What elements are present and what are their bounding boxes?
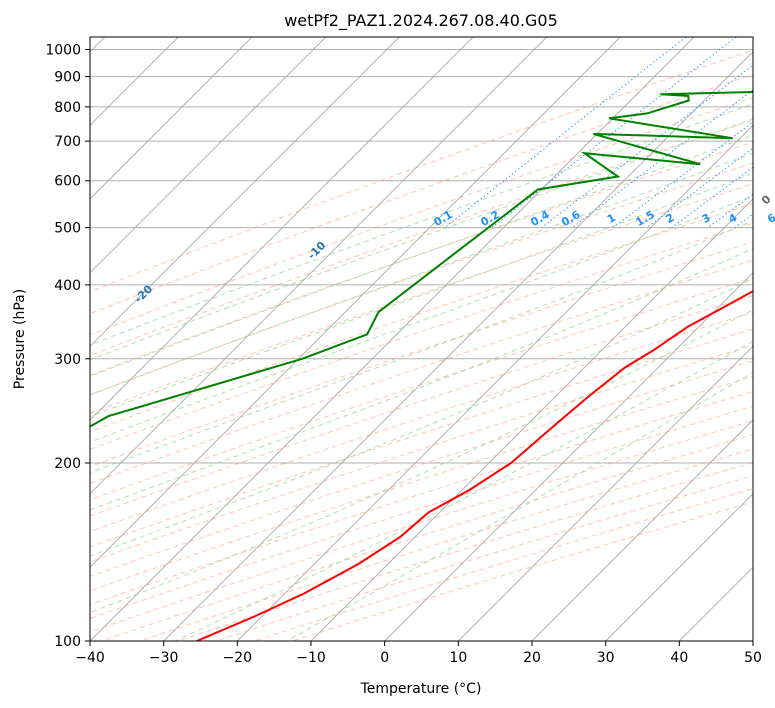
x-tick-label: 30 bbox=[597, 650, 615, 666]
moist-adiabat-line bbox=[90, 195, 753, 443]
isotherm-line bbox=[752, 640, 753, 641]
y-tick-label: 300 bbox=[54, 352, 81, 368]
x-tick-label: −40 bbox=[75, 650, 105, 666]
y-tick-label: 400 bbox=[54, 278, 81, 294]
temperature-profile bbox=[196, 290, 753, 641]
x-tick-label: 10 bbox=[449, 650, 467, 666]
dry-adiabat-line bbox=[90, 97, 753, 336]
moist-adiabat-line bbox=[90, 118, 753, 361]
dry-adiabat-label: -20 bbox=[132, 282, 155, 305]
dry-adiabat-line bbox=[90, 73, 753, 315]
y-tick-label: 700 bbox=[54, 134, 81, 150]
dry-adiabat-line bbox=[90, 311, 753, 533]
isotherm-line bbox=[163, 50, 753, 641]
isotherm-line bbox=[90, 37, 400, 348]
x-tick-label: 0 bbox=[380, 650, 389, 666]
dry-adiabat-line bbox=[90, 141, 753, 376]
mixing-ratio-label: 6 bbox=[765, 211, 775, 226]
mixing-ratio-line bbox=[541, 64, 753, 228]
moist-adiabat-line bbox=[90, 103, 753, 346]
dry-adiabat-line bbox=[90, 203, 753, 433]
isotherm-line bbox=[90, 37, 695, 641]
isotherm-line bbox=[90, 37, 253, 200]
chart-title: wetPf2_PAZ1.2024.267.08.40.G05 bbox=[284, 11, 558, 31]
mixing-ratio-line bbox=[572, 89, 753, 228]
y-tick-label: 600 bbox=[54, 174, 81, 190]
x-tick-label: −20 bbox=[223, 650, 253, 666]
isotherm-line bbox=[90, 37, 474, 421]
isotherm-line bbox=[236, 124, 753, 641]
mixing-ratio-label: 2 bbox=[663, 211, 676, 226]
isotherm-line bbox=[531, 419, 753, 641]
dry-adiabat-line bbox=[90, 49, 753, 293]
x-tick-label: −10 bbox=[296, 650, 326, 666]
dry-adiabat-line bbox=[90, 360, 753, 577]
dry-adiabat-line bbox=[90, 294, 753, 517]
mixing-ratio-label: 0.1 bbox=[432, 208, 455, 229]
isotherm-line bbox=[384, 271, 753, 641]
series-layer bbox=[90, 90, 753, 641]
mixing-ratio-label: 0.4 bbox=[528, 208, 552, 229]
x-axis-label: Temperature (°C) bbox=[360, 681, 482, 697]
mixing-ratio-label: 1 bbox=[605, 211, 618, 226]
dewpoint-profile bbox=[90, 90, 753, 428]
grid-layer bbox=[90, 37, 753, 641]
y-axis-label: Pressure (hPa) bbox=[12, 289, 28, 389]
dry-adiabat-line bbox=[90, 391, 753, 606]
isotherm-line bbox=[457, 345, 753, 641]
dry-adiabat-line bbox=[90, 259, 753, 485]
y-tick-label: 500 bbox=[54, 221, 81, 237]
x-tick-label: 40 bbox=[670, 650, 688, 666]
dry-adiabat-line bbox=[292, 501, 753, 641]
mixing-ratio-label: 1.5 bbox=[634, 208, 657, 229]
isotherm-line bbox=[605, 492, 753, 641]
mixing-ratio-label: 3 bbox=[700, 211, 713, 226]
y-tick-label: 100 bbox=[54, 634, 81, 650]
x-tick-label: −30 bbox=[149, 650, 179, 666]
moist-adiabat-line bbox=[90, 277, 753, 557]
dry-adiabat-line bbox=[90, 119, 753, 356]
y-tick-label: 1000 bbox=[45, 43, 81, 59]
moist-adiabat-line bbox=[90, 220, 753, 474]
moist-adiabat-label: 0 bbox=[759, 192, 774, 207]
moist-adiabat-line bbox=[90, 248, 753, 511]
moist-adiabat-line bbox=[90, 309, 753, 614]
isotherm-line bbox=[678, 566, 753, 641]
dry-adiabat-line bbox=[90, 222, 753, 450]
plot-frame bbox=[89, 36, 754, 642]
isotherm-line bbox=[90, 37, 621, 569]
dry-adiabat-line bbox=[90, 375, 753, 592]
dry-adiabat-line bbox=[101, 434, 753, 641]
dry-adiabat-line bbox=[90, 162, 753, 396]
x-tick-label: 50 bbox=[744, 650, 762, 666]
dry-adiabat-line bbox=[90, 241, 753, 468]
dry-adiabat-line bbox=[90, 183, 753, 414]
y-tick-label: 200 bbox=[54, 456, 81, 472]
y-tick-label: 900 bbox=[54, 70, 81, 86]
isotherm-line bbox=[90, 37, 327, 274]
dry-adiabat-line bbox=[90, 344, 753, 563]
moist-adiabat-line bbox=[90, 172, 753, 418]
moist-adiabat-line bbox=[90, 134, 753, 377]
dry-adiabat-line bbox=[90, 328, 753, 548]
y-tick-label: 800 bbox=[54, 100, 81, 116]
dry-adiabat-line bbox=[177, 461, 753, 641]
isotherm-line bbox=[90, 37, 548, 495]
tick-layer: −40 −30 −20 −10 0 10 20 30 40 50 100 200 300 400 500 60… bbox=[45, 43, 762, 666]
mixing-ratio-line bbox=[671, 166, 753, 229]
x-tick-label: 20 bbox=[523, 650, 541, 666]
dry-adiabat-line bbox=[90, 277, 753, 501]
